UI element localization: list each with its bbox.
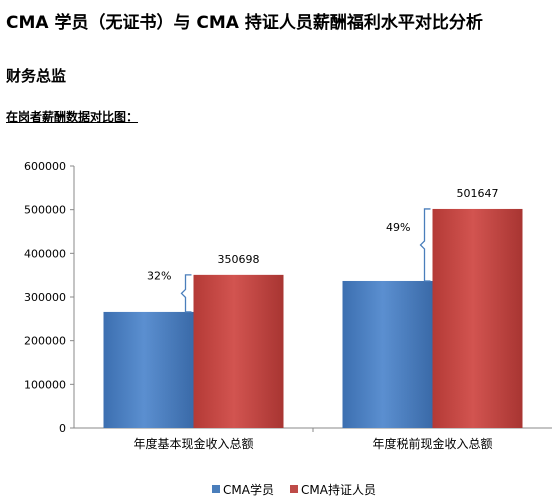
data-label: 350698 bbox=[218, 253, 260, 266]
difference-bracket bbox=[180, 274, 192, 313]
y-tick-label: 200000 bbox=[24, 335, 66, 348]
page-title: CMA 学员（无证书）与 CMA 持证人员薪酬福利水平对比分析 bbox=[6, 13, 483, 33]
y-tick-label: 100000 bbox=[24, 378, 66, 391]
difference-label: 32% bbox=[147, 269, 171, 282]
y-tick-label: 400000 bbox=[24, 247, 66, 260]
x-category-label: 年度基本现金收入总额 bbox=[133, 436, 253, 451]
legend-swatch-cma-certified bbox=[290, 485, 298, 493]
y-tick-label: 300000 bbox=[24, 291, 66, 304]
y-tick-label: 500000 bbox=[24, 204, 66, 217]
x-category-label: 年度税前现金收入总额 bbox=[372, 436, 492, 451]
bar-cma-student bbox=[342, 280, 433, 428]
difference-bracket bbox=[419, 208, 431, 282]
legend-label: CMA学员 bbox=[223, 482, 274, 497]
bar-cma-certified bbox=[432, 208, 523, 428]
difference-label: 49% bbox=[386, 221, 410, 234]
legend-label: CMA持证人员 bbox=[301, 482, 376, 497]
data-label: 501647 bbox=[457, 187, 499, 200]
bar-cma-certified bbox=[193, 274, 284, 428]
chart-subtitle: 在岗者薪酬数据对比图： bbox=[6, 110, 139, 124]
y-tick-label: 600000 bbox=[24, 160, 66, 173]
y-tick-label: 0 bbox=[59, 422, 66, 435]
section-heading: 财务总监 bbox=[6, 67, 67, 85]
legend-swatch-cma-student bbox=[212, 485, 220, 493]
bar-cma-student bbox=[103, 311, 194, 428]
